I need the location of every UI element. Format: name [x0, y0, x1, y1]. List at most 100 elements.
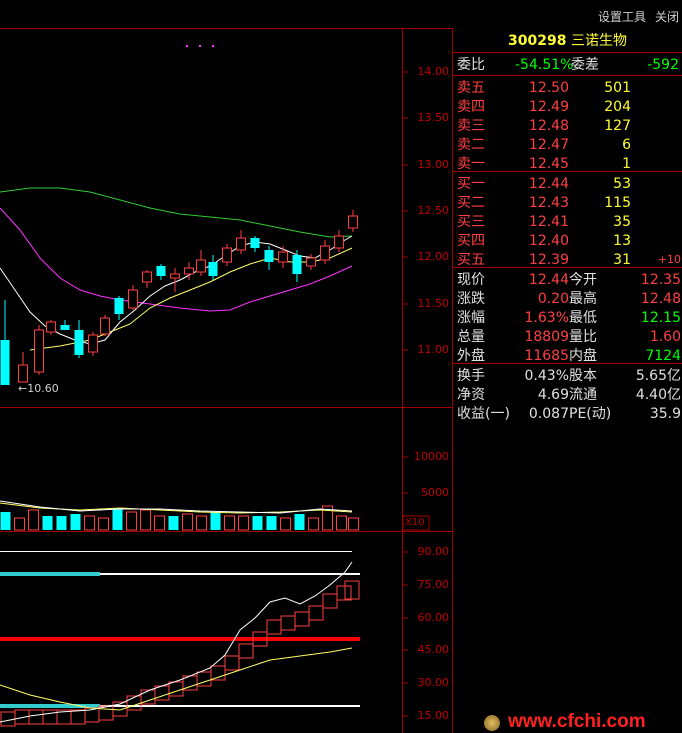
stat-label: 外盘: [457, 348, 485, 364]
stat-row: 换手 0.43% 股本 5.65亿: [453, 367, 682, 385]
volume-bar: [280, 517, 291, 531]
bid-row[interactable]: 买二 12.43 115: [453, 194, 682, 212]
ask-label: 卖一: [457, 156, 485, 172]
stat-label: 净资: [457, 387, 485, 403]
volume-bar: [56, 516, 67, 530]
ma-green-line: [0, 187, 353, 238]
candle-body: [156, 266, 166, 276]
ask-row[interactable]: 卖三 12.48 127: [453, 117, 682, 135]
ask-label: 卖二: [457, 137, 485, 153]
ma-magenta-line: [0, 207, 353, 312]
volume-bar: [252, 516, 263, 530]
bid-label: 买一: [457, 176, 485, 192]
candle-body: [184, 267, 194, 275]
ask-volume: 501: [604, 80, 631, 96]
bid-price: 12.43: [528, 195, 569, 211]
stock-name: 三诺生物: [570, 33, 627, 49]
volume-unit: X10: [405, 517, 425, 528]
osc-ticks: [402, 551, 408, 717]
candle-body: [222, 247, 232, 263]
watermark-logo-icon: [484, 715, 500, 731]
volume-bar: [266, 516, 277, 530]
price-axis-label: 13.00: [417, 158, 450, 171]
stat-value: 1.63%: [524, 310, 569, 326]
bid-row[interactable]: 买一 12.44 53: [453, 175, 682, 193]
osc-box: [70, 709, 86, 725]
stat-label: 现价: [457, 272, 485, 288]
volume-ticks: [402, 456, 408, 494]
ratio-value: -54.51%: [515, 57, 574, 73]
candle-body: [348, 215, 358, 229]
bid-price: 12.39: [528, 252, 569, 268]
kline-chart-area[interactable]: [0, 0, 453, 733]
candle-body: [320, 245, 330, 261]
volume-bar: [196, 515, 207, 531]
osc-box: [294, 611, 310, 627]
osc-box: [28, 709, 44, 725]
stat-value: 12.48: [640, 291, 681, 307]
osc-box: [336, 585, 352, 601]
candle-body: [74, 330, 84, 355]
stat-label: 收益(一): [457, 406, 510, 422]
ask-price: 12.50: [528, 80, 569, 96]
bid-row[interactable]: 买五 12.39 31 +10: [453, 251, 682, 269]
osc-axis-label: 45.00: [417, 643, 450, 656]
ask-price: 12.49: [528, 99, 569, 115]
osc-axis-label: 90.00: [417, 545, 450, 558]
stat-row: 外盘 11685 内盘 7124: [453, 347, 682, 365]
candle-body: [88, 334, 98, 353]
bid-row[interactable]: 买四 12.40 13: [453, 232, 682, 250]
stat-label: 涨幅: [457, 310, 485, 326]
ask-volume: 1: [622, 156, 631, 172]
candlesticks: [0, 210, 358, 385]
stat-label: 最高: [569, 291, 597, 307]
volume-bars: [0, 505, 359, 531]
ask-volume: 6: [622, 137, 631, 153]
osc-box: [280, 615, 296, 631]
ask-row[interactable]: 卖一 12.45 1: [453, 155, 682, 173]
stock-code: 300298: [508, 33, 567, 49]
volume-bar: [126, 511, 137, 531]
ask-row[interactable]: 卖二 12.47 6: [453, 136, 682, 154]
osc-box: [322, 593, 338, 609]
volume-bar: [98, 517, 109, 531]
stat-row: 涨幅 1.63% 最低 12.15: [453, 309, 682, 327]
stat-label: 内盘: [569, 348, 597, 364]
stat-row: 净资 4.69 流通 4.40亿: [453, 386, 682, 404]
candle-body: [18, 364, 28, 383]
osc-cyan-bar-top: [0, 572, 100, 576]
osc-box: [224, 655, 240, 671]
volume-bar: [14, 517, 25, 531]
price-axis-label: 12.00: [417, 250, 450, 263]
ask-label: 卖三: [457, 118, 485, 134]
osc-cyan-bar-bottom: [0, 704, 100, 708]
stock-header[interactable]: 300298 三诺生物: [453, 32, 682, 50]
volume-bar: [42, 516, 53, 530]
ask-row[interactable]: 卖四 12.49 204: [453, 98, 682, 116]
stat-value: 4.69: [537, 387, 569, 403]
osc-axis-label: 30.00: [417, 676, 450, 689]
ask-row[interactable]: 卖五 12.50 501: [453, 79, 682, 97]
volume-bar: [28, 509, 39, 531]
candle-body: [196, 259, 206, 273]
osc-box: [210, 665, 226, 681]
close-button[interactable]: 关闭: [655, 10, 680, 24]
ask-label: 卖五: [457, 80, 485, 96]
ask-label: 卖四: [457, 99, 485, 115]
stat-row: 总量 18809 量比 1.60: [453, 328, 682, 346]
candle-body: [0, 340, 10, 385]
stat-label: 最低: [569, 310, 597, 326]
candle-body: [278, 251, 288, 263]
settings-tools-button[interactable]: 设置工具: [598, 10, 647, 24]
candle-body: [250, 238, 260, 248]
bid-price: 12.41: [528, 214, 569, 230]
volume-bar: [348, 517, 359, 531]
volume-bar: [336, 515, 347, 531]
bid-change: +10: [657, 253, 681, 266]
bid-row[interactable]: 买三 12.41 35: [453, 213, 682, 231]
stat-value: 0.20: [537, 291, 569, 307]
volume-bar: [112, 508, 123, 530]
stat-value: 12.35: [640, 272, 681, 288]
ratio-row: 委比 -54.51% 委差 -592: [453, 56, 682, 74]
stat-label: 涨跌: [457, 291, 485, 307]
